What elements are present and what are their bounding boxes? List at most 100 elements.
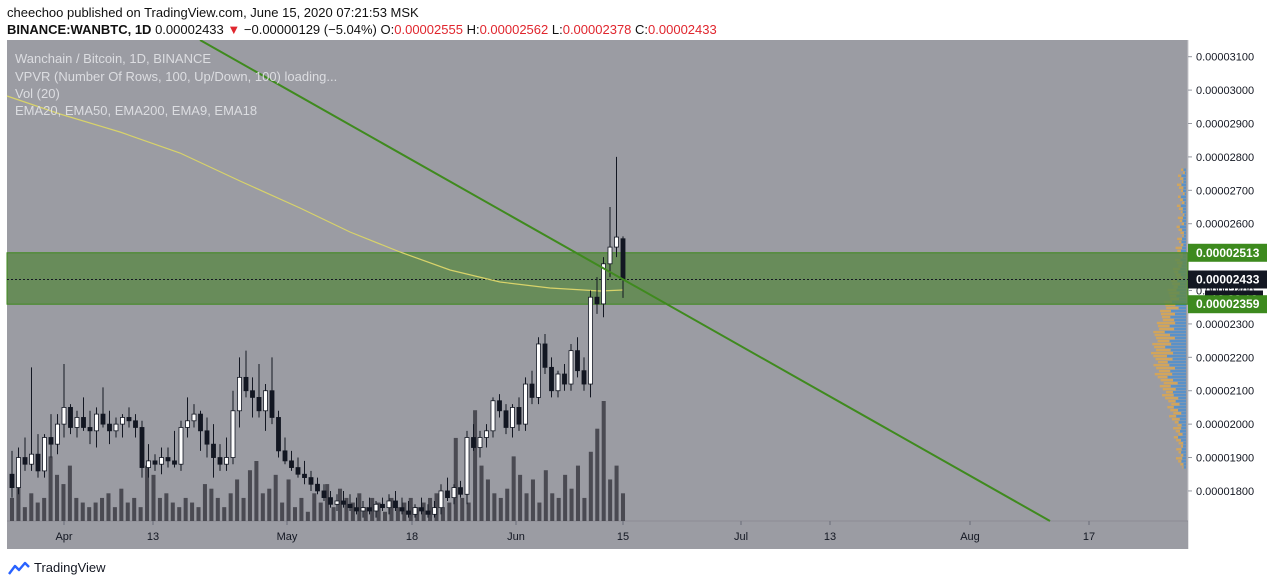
volume-bar <box>524 493 529 521</box>
volume-bar <box>305 511 310 521</box>
volume-bar <box>222 507 227 521</box>
candle-down <box>575 337 580 378</box>
volume-bar <box>267 488 272 521</box>
candle-down <box>341 490 346 508</box>
vpvr-row-up <box>1180 463 1184 466</box>
price-chart[interactable]: 0.00001800 0.00001900 0.00002000 0.00002100… <box>0 40 1274 555</box>
volume-bar <box>22 507 27 521</box>
candle-up <box>438 484 444 515</box>
candle-body <box>74 417 80 428</box>
descending-trendline[interactable] <box>199 40 1051 522</box>
volume-bar <box>202 484 207 521</box>
candle-up <box>432 500 437 518</box>
candle-body <box>464 437 470 495</box>
candle-body <box>94 413 99 432</box>
candle-down <box>458 480 463 498</box>
candle-body <box>198 413 203 432</box>
candle-down <box>165 447 171 468</box>
vpvr-row-up <box>1159 327 1175 331</box>
x-tick-label: Apr <box>55 531 72 543</box>
legend-vpvr: VPVR (Number Of Rows, 100, Up/Down, 100)… <box>15 69 337 84</box>
last-price: 0.00002433 <box>155 22 224 37</box>
vpvr-row-down <box>1169 324 1186 328</box>
candle-down <box>549 357 554 398</box>
vpvr-row-up <box>1173 436 1179 439</box>
vpvr-row-up <box>1169 415 1177 418</box>
vpvr-row-up <box>1159 384 1171 388</box>
candle-body <box>61 407 67 425</box>
candle-body <box>165 457 171 462</box>
vpvr-row-down <box>1182 198 1186 201</box>
candle-body <box>68 407 73 428</box>
volume-bar <box>138 507 143 521</box>
candle-down <box>133 414 138 438</box>
candle-body <box>536 343 541 398</box>
vpvr-row-down <box>1170 333 1186 337</box>
tradingview-footer[interactable]: TradingView <box>8 560 106 575</box>
vpvr-row-down <box>1182 207 1186 211</box>
volume-bar <box>421 502 426 521</box>
volume-bar <box>543 470 548 521</box>
legend-title: Wanchain / Bitcoin, 1D, BINANCE <box>15 51 211 66</box>
candle-body <box>55 423 60 445</box>
vpvr-row-down <box>1175 400 1186 403</box>
vpvr-row-up <box>1179 240 1182 244</box>
vpvr-row-down <box>1182 210 1186 214</box>
candle-down <box>282 437 288 465</box>
vpvr-row-down <box>1183 466 1186 469</box>
candle-down <box>367 497 372 515</box>
candle-body <box>315 483 320 492</box>
volume-bar <box>325 484 330 521</box>
vpvr-row-down <box>1170 369 1186 373</box>
candle-down <box>445 477 450 501</box>
candle-down <box>276 410 281 458</box>
volume-bar <box>376 502 381 521</box>
candle-up <box>412 504 418 518</box>
low-label: L: <box>551 22 563 37</box>
candle-body <box>308 477 314 485</box>
vpvr-row-down <box>1174 366 1186 370</box>
volume-bar <box>209 488 214 521</box>
candle-down <box>269 357 275 425</box>
candle-up <box>74 410 80 438</box>
vpvr-row-up <box>1182 213 1185 217</box>
time-scale-background <box>7 521 1188 549</box>
tradingview-logo-icon <box>8 561 30 575</box>
candle-up <box>263 384 268 431</box>
candle-up <box>464 430 470 505</box>
vpvr-row-down <box>1183 189 1186 192</box>
candle-body <box>230 410 236 458</box>
candle-down <box>87 410 93 445</box>
volume-bar <box>273 474 278 521</box>
vpvr-row-up <box>1163 381 1178 385</box>
vpvr-row-down <box>1178 436 1186 439</box>
candle-down <box>243 350 249 398</box>
candle-up <box>55 414 60 455</box>
vpvr-row-down <box>1184 192 1186 195</box>
candle-down <box>308 470 314 491</box>
vpvr-row-down <box>1179 418 1186 421</box>
candle-body <box>425 510 431 515</box>
candle-body <box>87 427 93 432</box>
lower-price-badge: 0.00002359 <box>1188 295 1267 314</box>
candle-down <box>211 424 216 478</box>
volume-bar <box>440 507 445 521</box>
candle-down <box>172 430 177 468</box>
vpvr-row-up <box>1152 342 1172 346</box>
candle-down <box>425 504 431 518</box>
vpvr-row-down <box>1182 219 1186 223</box>
vpvr-row-down <box>1181 240 1186 244</box>
candle-up <box>588 290 593 398</box>
candle-body <box>256 397 262 412</box>
volume-bar <box>363 507 368 521</box>
volume-bar <box>106 493 111 521</box>
candle-down <box>9 450 15 498</box>
candle-down <box>126 407 132 428</box>
vpvr-row-down <box>1183 463 1186 466</box>
candle-down <box>406 500 411 518</box>
vpvr-row-up <box>1177 237 1183 241</box>
candle-body <box>568 350 574 385</box>
vpvr-row-down <box>1183 180 1186 183</box>
candle-body <box>503 410 509 428</box>
candle-up <box>568 343 574 391</box>
